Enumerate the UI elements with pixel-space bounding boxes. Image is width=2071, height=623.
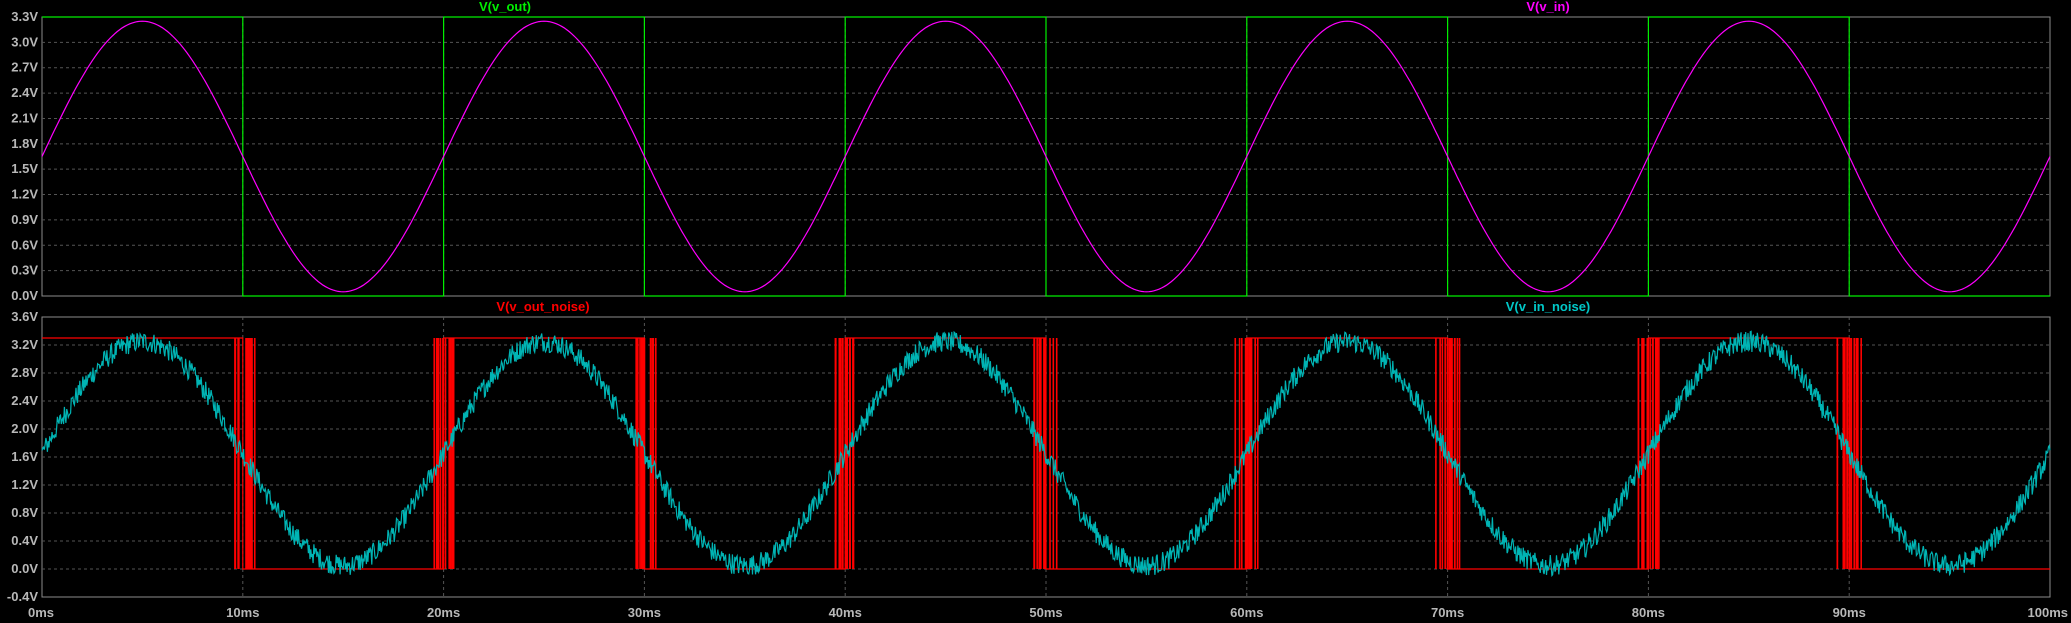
trace-label-v-out[interactable]: V(v_out) <box>479 0 531 14</box>
y-tick-label: 1.6V <box>11 449 38 464</box>
vv-in-noise-trace <box>41 330 2051 577</box>
y-tick-label: 0.3V <box>11 263 38 278</box>
y-tick-label: 3.0V <box>11 34 38 49</box>
y-tick-label: 2.1V <box>11 110 38 125</box>
y-tick-label: 1.8V <box>11 136 38 151</box>
trace-label-v-out-noise[interactable]: V(v_out_noise) <box>496 299 589 314</box>
y-tick-label: 1.2V <box>11 477 38 492</box>
top-pane[interactable]: 0.0V 0.3V 0.6V 0.9V 1.2V 1.5V 1.8V 2.1V 2.4V 2.7V… <box>11 0 2051 303</box>
x-tick-label: 50ms <box>1029 605 1062 620</box>
bottom-trace-labels[interactable]: V(v_out_noise) V(v_in_noise) <box>496 299 1590 314</box>
x-tick-label: 70ms <box>1431 605 1464 620</box>
x-tick-label: 30ms <box>628 605 661 620</box>
vv-in-trace <box>41 20 2051 293</box>
y-tick-label: 1.5V <box>11 161 38 176</box>
y-tick-label: 2.7V <box>11 60 38 75</box>
top-traces <box>41 16 2051 297</box>
bottom-pane[interactable]: -0.4V 0.0V 0.4V 0.8V 1.2V 1.6V 2.0V 2.4V 2.8V 3.2… <box>7 299 2051 604</box>
y-tick-label: 0.8V <box>11 505 38 520</box>
top-y-axis: 0.0V 0.3V 0.6V 0.9V 1.2V 1.5V 1.8V 2.1V 2.4V 2.7V… <box>11 9 38 303</box>
bottom-y-axis: -0.4V 0.0V 0.4V 0.8V 1.2V 1.6V 2.0V 2.4V 2.8V 3.2… <box>7 309 38 604</box>
x-tick-label: 80ms <box>1632 605 1665 620</box>
y-tick-label: 3.6V <box>11 309 38 324</box>
x-tick-label: 10ms <box>226 605 259 620</box>
bottom-traces <box>41 330 2051 577</box>
y-tick-label: -0.4V <box>7 589 38 604</box>
x-tick-label: 20ms <box>427 605 460 620</box>
trace-label-v-in[interactable]: V(v_in) <box>1526 0 1569 14</box>
vv-out-noise-trace-chatter <box>234 338 1862 569</box>
y-tick-label: 2.8V <box>11 365 38 380</box>
y-tick-label: 2.4V <box>11 85 38 100</box>
trace-label-v-in-noise[interactable]: V(v_in_noise) <box>1506 299 1591 314</box>
x-tick-label: 40ms <box>829 605 862 620</box>
y-tick-label: 0.4V <box>11 533 38 548</box>
y-tick-label: 0.0V <box>11 288 38 303</box>
y-tick-label: 2.4V <box>11 393 38 408</box>
top-trace-labels[interactable]: V(v_out) V(v_in) <box>479 0 1570 14</box>
x-tick-label: 0ms <box>28 605 54 620</box>
y-tick-label: 1.2V <box>11 187 38 202</box>
x-axis: 0ms 10ms 20ms 30ms 40ms 50ms 60ms 70ms 80ms 90ms 1… <box>28 605 2068 620</box>
x-tick-label: 90ms <box>1833 605 1866 620</box>
y-tick-label: 3.3V <box>11 9 38 24</box>
y-tick-label: 2.0V <box>11 421 38 436</box>
y-tick-label: 0.0V <box>11 561 38 576</box>
y-tick-label: 3.2V <box>11 337 38 352</box>
y-tick-label: 0.9V <box>11 212 38 227</box>
x-tick-label: 60ms <box>1230 605 1263 620</box>
y-tick-label: 0.6V <box>11 237 38 252</box>
x-tick-label: 100ms <box>2028 605 2068 620</box>
